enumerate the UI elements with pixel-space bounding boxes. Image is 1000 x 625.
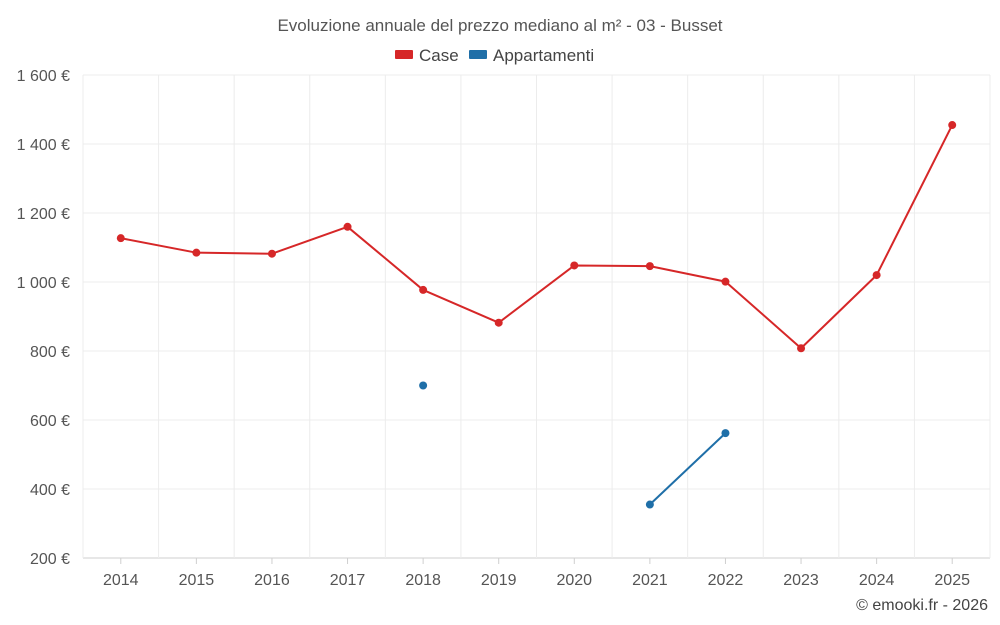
y-tick-label: 1 600 € [17,68,70,85]
series-case [116,121,957,353]
x-tick-label: 2020 [556,572,592,589]
data-point[interactable] [343,222,352,231]
x-tick-label: 2021 [632,572,668,589]
x-tick-label: 2017 [330,572,366,589]
series-line [649,432,727,506]
data-point[interactable] [645,262,654,271]
data-point[interactable] [267,249,276,258]
credit-text: © emooki.fr - 2026 [856,597,988,614]
y-tick-label: 200 € [30,551,70,568]
y-tick-label: 1 400 € [17,137,70,154]
y-tick-label: 1 000 € [17,275,70,292]
data-point[interactable] [645,500,654,509]
legend: Case Appartamenti [395,46,594,65]
y-axis-ticks: 200 € 400 € 600 € 800 € 1 000 € 1 200 € 1 400 … [17,68,70,568]
x-tick-label: 2016 [254,572,290,589]
x-tick-label: 2022 [708,572,744,589]
legend-item-case[interactable]: Case [395,46,459,65]
x-tick-label: 2015 [179,572,215,589]
y-tick-label: 800 € [30,344,70,361]
series-appartamenti [419,381,730,509]
legend-swatch-case [395,50,413,59]
data-point[interactable] [570,261,579,270]
x-tick-label: 2014 [103,572,139,589]
data-point[interactable] [872,271,881,280]
legend-swatch-appartamenti [469,50,487,59]
data-point[interactable] [419,285,428,294]
data-point[interactable] [797,344,806,353]
legend-label-appartamenti: Appartamenti [493,46,594,65]
grid [82,74,991,559]
data-point[interactable] [419,381,428,390]
legend-item-appartamenti[interactable]: Appartamenti [469,46,594,65]
chart-title: Evoluzione annuale del prezzo mediano al… [277,16,722,35]
data-point[interactable] [494,318,503,327]
data-point[interactable] [192,248,201,257]
series [116,121,957,509]
data-point[interactable] [721,277,730,286]
data-point[interactable] [948,121,957,130]
data-point[interactable] [116,234,125,243]
data-point[interactable] [721,429,730,438]
x-tick-label: 2025 [934,572,970,589]
y-tick-label: 600 € [30,413,70,430]
x-axis-ticks: 2014 2015 2016 2017 2018 2019 2020 2021 2022 2023… [103,558,970,589]
x-tick-label: 2019 [481,572,517,589]
x-tick-label: 2023 [783,572,819,589]
y-tick-label: 400 € [30,482,70,499]
x-tick-label: 2018 [405,572,441,589]
series-line [120,124,954,350]
x-tick-label: 2024 [859,572,895,589]
y-tick-label: 1 200 € [17,206,70,223]
legend-label-case: Case [419,46,459,65]
